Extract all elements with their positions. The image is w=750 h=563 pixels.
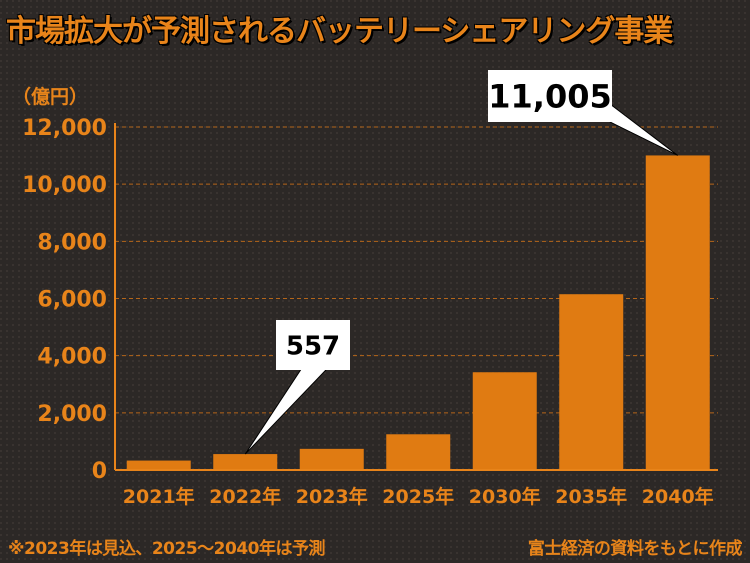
y-tick-label: 0: [92, 459, 107, 484]
x-tick-label: 2035年: [555, 485, 627, 508]
bar: [645, 155, 710, 470]
x-tick-label: 2021年: [123, 485, 195, 508]
bar: [213, 454, 278, 470]
y-tick-label: 8,000: [37, 230, 107, 255]
bar: [126, 460, 191, 470]
x-tick-label: 2025年: [382, 485, 454, 508]
x-tick-label: 2022年: [209, 485, 281, 508]
source-credit: 富士経済の資料をもとに作成: [527, 539, 743, 559]
callout-box: [276, 320, 350, 370]
callout-box: [488, 70, 612, 122]
y-tick-label: 10,000: [22, 173, 107, 198]
callout-value-label: 557: [286, 331, 340, 361]
callout-pointer: [244, 367, 329, 455]
y-tick-label: 6,000: [37, 288, 107, 313]
forecast-note: ※2023年は見込、2025〜2040年は予測: [8, 539, 325, 559]
x-tick-label: 2040年: [642, 485, 714, 508]
chart-title: 市場拡大が予測されるバッテリーシェアリング事業: [6, 14, 673, 49]
callout-pointer: [609, 102, 679, 156]
y-tick-label: 2,000: [37, 402, 107, 427]
x-tick-label: 2030年: [469, 485, 541, 508]
y-tick-label: 12,000: [22, 116, 107, 141]
bar: [559, 294, 624, 470]
bar: [472, 372, 537, 470]
callout-value-label: 11,005: [488, 78, 611, 116]
x-tick-label: 2023年: [296, 485, 368, 508]
y-tick-label: 4,000: [37, 345, 107, 370]
bar: [386, 434, 451, 470]
y-axis-unit-label: （億円）: [12, 86, 89, 108]
bar: [299, 448, 364, 470]
